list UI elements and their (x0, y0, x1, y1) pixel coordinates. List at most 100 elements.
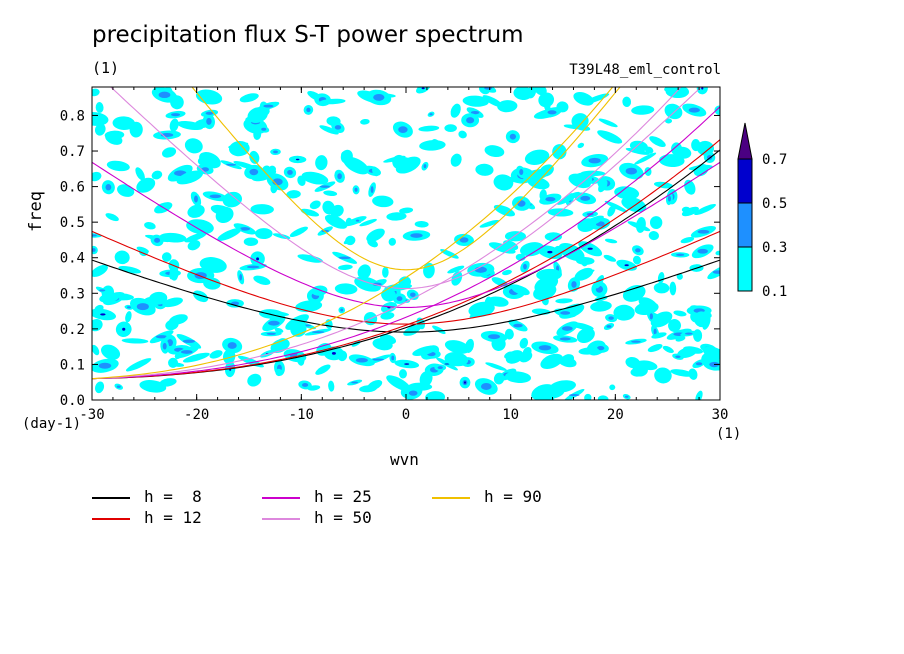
contour-blob (470, 110, 480, 115)
contour-blob (684, 332, 693, 335)
contour-blob (581, 258, 588, 267)
contour-blob (334, 125, 342, 130)
contour-blob (169, 118, 179, 132)
contour-blob (388, 237, 397, 246)
contour-blob (122, 327, 126, 331)
contour-blob (184, 232, 207, 243)
contour-blob (702, 346, 720, 360)
contour-blob (249, 150, 260, 164)
contour-blob (588, 157, 601, 164)
contour-blob (158, 91, 171, 99)
contour-blob (462, 95, 489, 107)
contour-blob (176, 170, 203, 185)
contour-blob (648, 231, 660, 241)
contour-blob (195, 89, 223, 105)
contour-blob (598, 179, 608, 193)
contour-blob (484, 145, 505, 158)
contour-blob (552, 144, 567, 160)
contour-blob (372, 338, 393, 351)
contour-blob (627, 221, 651, 232)
contour-blob (539, 189, 547, 201)
contour-blob (136, 303, 149, 311)
contour-blob (99, 292, 120, 303)
contour-blob (673, 310, 687, 317)
contour-blob (696, 140, 715, 156)
contour-blob (249, 168, 259, 176)
contour-blob (432, 325, 446, 335)
contour-blob (171, 113, 181, 117)
contour-blob (222, 191, 243, 208)
contour-blob (136, 246, 149, 254)
contour-blob (403, 324, 422, 336)
contour-blob (580, 195, 591, 201)
contour-blob (180, 350, 193, 354)
contour-blob (246, 265, 260, 269)
contour-blob (649, 313, 653, 320)
contour-blob (184, 138, 203, 154)
legend-swatch (92, 517, 130, 520)
contour-blob (386, 375, 411, 392)
legend-swatch (262, 496, 300, 499)
contour-blob (555, 298, 573, 304)
legend-item: h = 12 (92, 508, 202, 527)
contour-blob (106, 160, 130, 172)
contour-blob (561, 326, 573, 331)
contour-blob (463, 381, 467, 384)
contour-blob (429, 113, 433, 116)
contour-blob (255, 228, 273, 240)
contour-blob (695, 390, 703, 400)
contour-blob (382, 266, 389, 278)
curve-lower-h50 (92, 87, 682, 380)
contour-blob (226, 163, 237, 166)
contour-blob (576, 327, 595, 343)
contour-blob (250, 204, 274, 215)
contour-blob (410, 233, 423, 238)
colorbar-label: 0.3 (762, 240, 787, 256)
contour-blob (367, 239, 378, 248)
contour-blob (419, 140, 446, 151)
contour-blob (625, 167, 638, 175)
contour-blob (697, 229, 710, 234)
contour-blob (440, 249, 459, 259)
legend-label: h = 25 (314, 487, 372, 506)
contour-blob (531, 384, 555, 400)
contour-blob (419, 371, 433, 387)
contour-blob (274, 327, 284, 333)
contour-blob (504, 351, 514, 359)
contour-blob (538, 92, 555, 108)
contour-blob (576, 269, 595, 279)
contour-blob (677, 347, 697, 358)
contour-blob (590, 301, 612, 312)
contour-blob (395, 156, 421, 174)
x-tick-label: -30 (79, 407, 104, 423)
contour-blob (151, 170, 163, 180)
y-tick-label: 0.4 (60, 251, 85, 267)
y-tick-label: 0.3 (60, 286, 85, 302)
contour-blob (667, 195, 671, 202)
contour-blob (493, 372, 505, 385)
contour-blob (412, 345, 438, 356)
contour-blob (544, 232, 562, 242)
curve-upper-h8 (92, 259, 720, 333)
contour-blob (94, 123, 106, 136)
y-tick-label: 0.7 (60, 144, 85, 160)
contour-blob (144, 222, 156, 230)
x-axis-label: wvn (390, 450, 419, 469)
contour-blob (380, 312, 395, 320)
contour-blob (547, 250, 553, 254)
contour-blob (631, 340, 641, 343)
contour-blob (324, 214, 348, 229)
contour-blob (558, 356, 577, 368)
contour-blob (162, 297, 183, 308)
contour-blob (649, 216, 663, 230)
contour-blob (603, 254, 617, 262)
contour-blob (95, 102, 104, 113)
contour-blob (557, 191, 580, 205)
contour-blob (665, 118, 673, 124)
contour-blob (125, 358, 152, 372)
contour-blob (569, 394, 580, 397)
contour-blob (654, 367, 672, 384)
colorbar-label: 0.7 (762, 152, 787, 168)
legend-swatch (262, 517, 300, 520)
contour-blob (597, 130, 623, 144)
